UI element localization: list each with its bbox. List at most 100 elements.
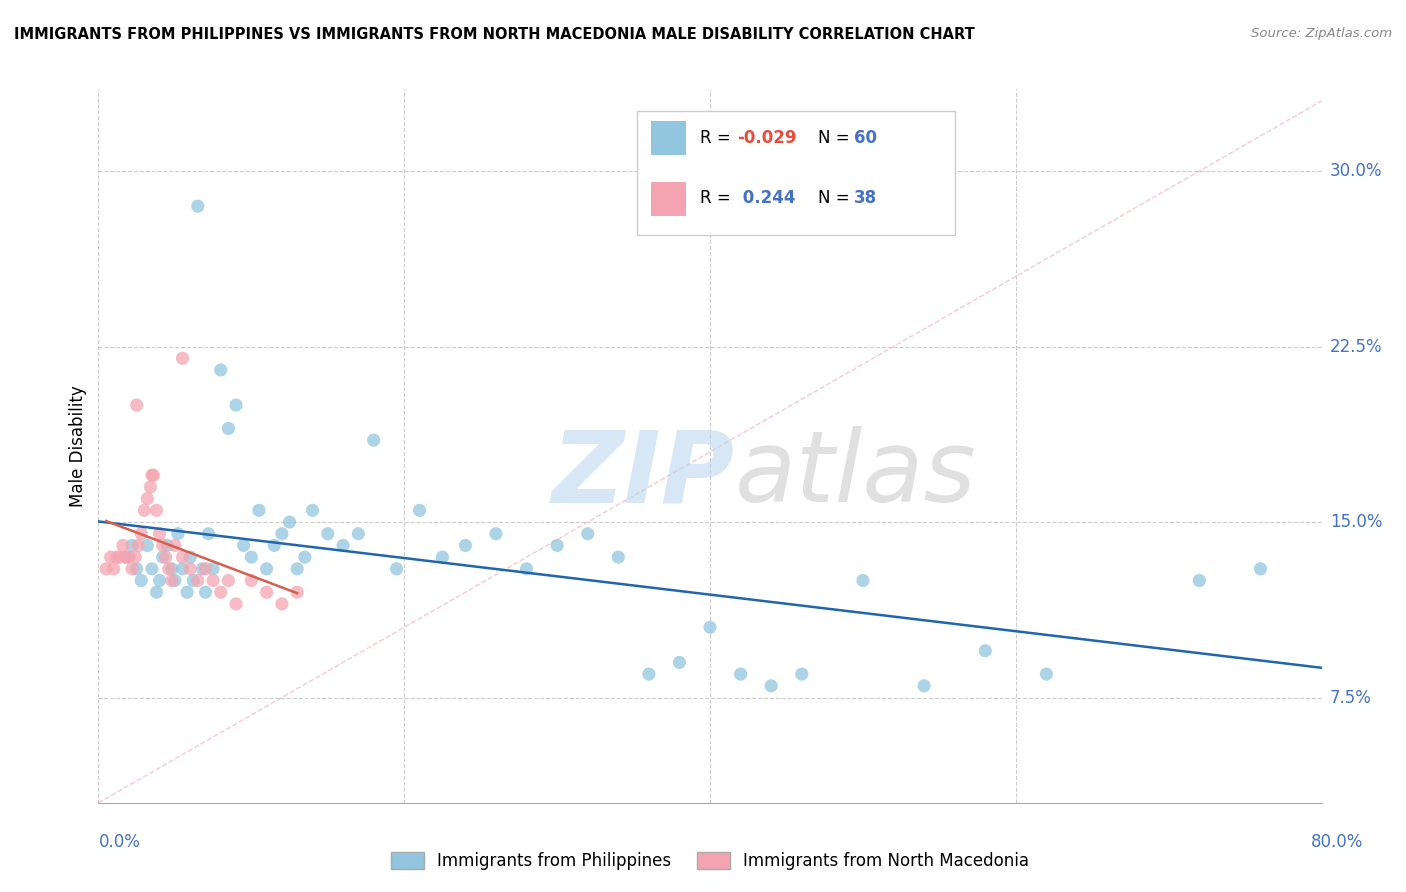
Point [668,656,690,670]
Point [270,526,292,541]
Point [156,538,179,552]
Point [385,562,408,576]
Point [172,351,194,366]
Point [699,620,721,634]
Point [134,503,156,517]
Text: 30.0%: 30.0% [1330,162,1382,180]
Point [209,585,232,599]
Point [115,550,138,565]
Text: 15.0%: 15.0% [1330,513,1382,531]
Text: 0.0%: 0.0% [98,833,141,851]
Point [790,667,813,681]
Point [141,562,163,576]
Text: 7.5%: 7.5% [1330,689,1372,706]
Point [256,585,278,599]
Point [141,468,163,483]
Point [347,526,370,541]
FancyBboxPatch shape [651,120,686,155]
Point [202,562,225,576]
Point [136,538,159,552]
Point [142,468,165,483]
Point [637,667,661,681]
Point [194,585,217,599]
Point [194,562,217,576]
Point [197,526,219,541]
Point [124,550,146,565]
Point [187,574,209,588]
Point [294,550,316,565]
Legend: Immigrants from Philippines, Immigrants from North Macedonia: Immigrants from Philippines, Immigrants … [384,845,1036,877]
Point [225,398,247,412]
Text: IMMIGRANTS FROM PHILIPPINES VS IMMIGRANTS FROM NORTH MACEDONIA MALE DISABILITY C: IMMIGRANTS FROM PHILIPPINES VS IMMIGRANT… [14,27,974,42]
Text: N =: N = [818,189,855,207]
Point [516,562,538,576]
Point [485,526,508,541]
Point [852,574,875,588]
Point [232,538,254,552]
Point [103,562,125,576]
Point [217,574,239,588]
Point [149,574,172,588]
Text: Source: ZipAtlas.com: Source: ZipAtlas.com [1251,27,1392,40]
Point [247,503,270,517]
Point [155,550,177,565]
FancyBboxPatch shape [651,182,686,216]
Point [176,585,198,599]
Point [1035,667,1057,681]
Point [363,433,385,447]
Point [127,538,149,552]
Point [172,562,194,576]
Point [202,574,225,588]
Point [225,597,247,611]
Point [100,550,122,565]
Point [1249,562,1271,576]
Point [129,574,152,588]
Point [974,644,997,658]
Point [139,480,162,494]
Point [163,574,186,588]
Point [576,526,599,541]
Text: 22.5%: 22.5% [1330,337,1382,356]
Point [546,538,568,552]
Point [179,562,201,576]
Point [105,550,128,565]
Point [240,550,263,565]
Point [278,515,301,529]
Point [263,538,285,552]
Point [145,585,167,599]
Point [145,503,167,517]
Point [301,503,323,517]
Point [332,538,354,552]
Point [118,550,141,565]
Point [285,562,308,576]
Point [256,562,278,576]
Point [217,421,239,435]
Point [730,667,752,681]
Point [108,550,131,565]
Text: N =: N = [818,128,855,146]
Point [240,574,263,588]
Point [285,585,308,599]
Point [167,526,190,541]
Point [125,562,148,576]
Point [454,538,477,552]
Text: 0.244: 0.244 [737,189,796,207]
Point [179,550,201,565]
Text: ZIP: ZIP [551,426,734,523]
Point [121,538,143,552]
Point [759,679,782,693]
Point [607,550,630,565]
FancyBboxPatch shape [637,111,955,235]
Point [152,550,174,565]
Point [115,550,138,565]
Point [172,550,194,565]
Text: 80.0%: 80.0% [1310,833,1364,851]
Point [129,526,152,541]
Point [160,574,183,588]
Point [912,679,935,693]
Point [121,562,143,576]
Point [157,562,180,576]
Point [160,562,183,576]
Point [163,538,186,552]
Point [316,526,339,541]
